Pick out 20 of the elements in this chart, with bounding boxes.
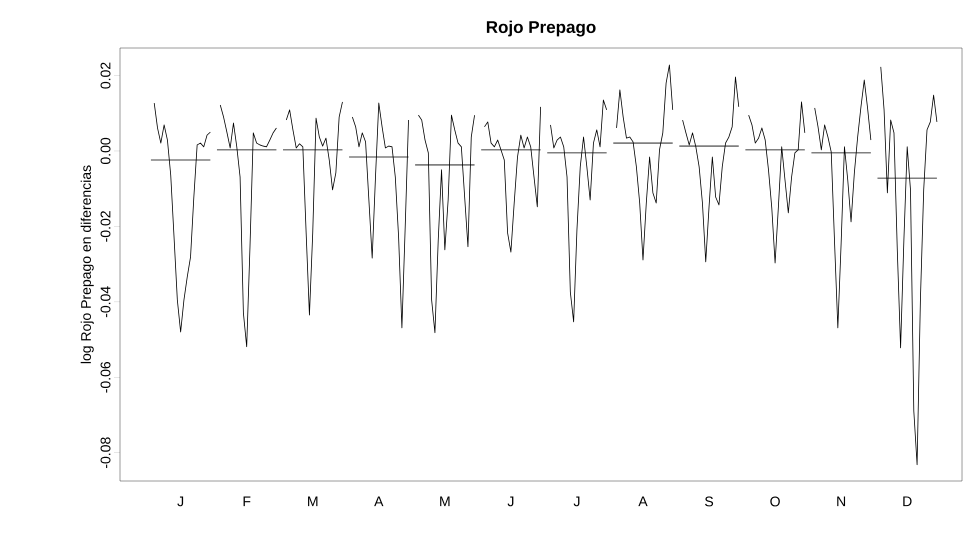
x-tick-label: F: [244, 496, 250, 506]
x-tick-label: S: [705, 496, 714, 506]
y-tick-label: -0.02: [100, 211, 110, 242]
chart-title: Rojo Prepago: [486, 20, 596, 37]
x-tick-label: J: [177, 496, 184, 506]
y-tick-label: -0.04: [100, 286, 110, 318]
x-tick-label: M: [308, 496, 318, 506]
y-axis-title: log Rojo Prepago en diferencias: [80, 165, 94, 364]
x-tick-label: J: [508, 496, 514, 506]
x-tick-label: O: [770, 496, 780, 506]
y-tick-label: -0.06: [100, 362, 110, 393]
x-tick-label: N: [837, 496, 846, 506]
x-tick-label: M: [440, 496, 450, 506]
y-tick-label: 0.00: [100, 138, 110, 164]
y-tick-label: 0.02: [100, 62, 110, 89]
x-tick-label: A: [374, 496, 384, 506]
x-tick-label: D: [903, 496, 912, 506]
y-tick-label: -0.08: [100, 437, 110, 468]
x-tick-label: A: [638, 496, 648, 506]
x-tick-label: J: [574, 496, 580, 506]
